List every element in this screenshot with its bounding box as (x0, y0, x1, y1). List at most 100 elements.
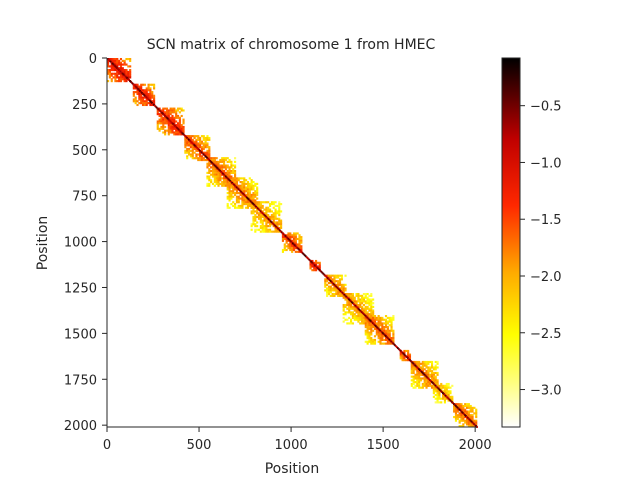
heatmap-cell (390, 318, 393, 321)
heatmap-cell (278, 219, 281, 222)
heatmap-cell (443, 397, 447, 400)
heatmap-cell (364, 292, 367, 296)
heatmap-cell (243, 181, 246, 184)
heatmap-cell (381, 318, 384, 321)
heatmap-diagonal-cell (459, 409, 462, 412)
heatmap-cell (366, 311, 369, 314)
heatmap-cell (368, 300, 371, 303)
heatmap-cell (445, 393, 448, 397)
heatmap-cell (245, 182, 248, 185)
heatmap-cell (268, 228, 272, 231)
heatmap-cell (200, 147, 204, 151)
heatmap-cell (164, 107, 167, 110)
heatmap-cell (412, 371, 415, 375)
heatmap-cell (127, 72, 130, 75)
heatmap-cell (151, 94, 154, 97)
heatmap-cell (235, 184, 238, 187)
heatmap-cell (241, 201, 244, 204)
heatmap-cell (429, 384, 432, 387)
heatmap-diagonal-cell (271, 222, 274, 225)
heatmap-cell (259, 201, 262, 204)
heatmap-cell (226, 186, 229, 189)
heatmap-cell (182, 127, 185, 130)
heatmap-cell (256, 197, 259, 200)
heatmap-cell (377, 320, 380, 323)
heatmap-cell (228, 169, 231, 173)
heatmap-cell (217, 166, 220, 169)
heatmap-cell (471, 414, 474, 417)
heatmap-cell (272, 217, 275, 220)
heatmap-cell (414, 362, 417, 365)
heatmap-cell (418, 379, 421, 382)
heatmap-cell (226, 195, 229, 198)
heatmap-cell (434, 393, 437, 397)
heatmap-cell (451, 384, 454, 387)
heatmap-cell (191, 146, 194, 149)
heatmap-cell (346, 292, 349, 296)
heatmap-cell (291, 243, 294, 246)
heatmap-cell (213, 179, 216, 182)
heatmap-cell (132, 100, 135, 103)
heatmap-cell (348, 316, 351, 319)
heatmap-cell (331, 287, 334, 290)
heatmap-cell (467, 406, 470, 409)
heatmap-cell (436, 388, 439, 391)
heatmap-cell (432, 388, 435, 391)
heatmap-cell (241, 195, 244, 198)
heatmap-cell (184, 138, 187, 141)
heatmap-cell (283, 245, 286, 248)
heatmap-cell (252, 221, 255, 224)
heatmap-cell (224, 157, 227, 160)
heatmap-cell (353, 315, 356, 318)
heatmap-cell (151, 91, 154, 94)
heatmap-cell (199, 151, 202, 154)
heatmap-cell (186, 157, 189, 160)
heatmap-cell (456, 408, 459, 411)
heatmap-cell (419, 371, 423, 375)
heatmap-cell (158, 129, 161, 132)
heatmap-cell (453, 415, 456, 419)
heatmap-cell (309, 265, 312, 268)
heatmap-cell (434, 375, 437, 378)
heatmap-cell (377, 324, 380, 327)
heatmap-cell (189, 135, 192, 138)
heatmap-cell (436, 362, 439, 365)
heatmap-cell (112, 76, 115, 79)
heatmap-cell (119, 76, 123, 79)
heatmap-diagonal-cell (330, 281, 333, 283)
heatmap-cell (348, 296, 351, 299)
heatmap-cell (272, 219, 275, 222)
heatmap-cell (272, 201, 275, 204)
heatmap-cell (412, 368, 415, 371)
heatmap-diagonal-cell (239, 190, 242, 193)
heatmap-cell (153, 96, 156, 99)
heatmap-cell (421, 366, 424, 369)
heatmap-cell (208, 155, 211, 158)
heatmap-cell (114, 80, 117, 83)
heatmap-cell (324, 280, 327, 283)
heatmap-cell (121, 78, 124, 81)
heatmap-cell (294, 241, 297, 244)
heatmap-diagonal-cell (332, 282, 335, 285)
heatmap-diagonal-cell (420, 371, 423, 373)
heatmap-cell (432, 386, 435, 389)
heatmap-cell (274, 208, 277, 211)
heatmap-cell (454, 415, 458, 419)
heatmap-cell (331, 278, 334, 281)
heatmap-cell (447, 382, 450, 386)
heatmap-diagonal-cell (418, 368, 420, 371)
heatmap-cell (221, 166, 224, 169)
heatmap-cell (377, 340, 380, 343)
heatmap-cell (453, 406, 456, 409)
heatmap-cell (252, 217, 255, 220)
heatmap-cell (445, 388, 448, 391)
heatmap-cell (403, 359, 406, 362)
heatmap-cell (442, 393, 445, 397)
heatmap-cell (311, 263, 314, 266)
heatmap-cell (256, 228, 259, 231)
heatmap-cell (138, 85, 141, 88)
heatmap-cell (215, 173, 218, 176)
heatmap-cell (298, 241, 301, 244)
heatmap-diagonal-cell (376, 326, 379, 329)
heatmap-cell (333, 280, 336, 283)
